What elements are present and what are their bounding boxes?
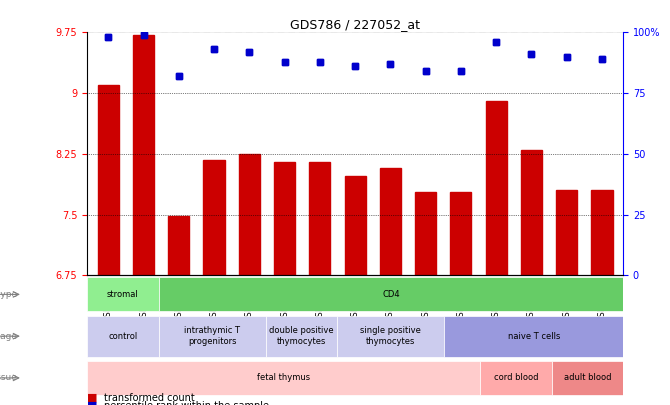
Text: transformed count: transformed count	[104, 393, 194, 403]
Bar	[274, 162, 295, 275]
Bar	[204, 160, 224, 275]
Text: ■: ■	[87, 401, 98, 405]
Text: fetal thymus: fetal thymus	[257, 373, 310, 382]
FancyBboxPatch shape	[444, 315, 623, 357]
Bar	[556, 190, 578, 275]
Text: tissue: tissue	[0, 373, 17, 382]
Bar	[310, 162, 330, 275]
Text: percentile rank within the sample: percentile rank within the sample	[104, 401, 269, 405]
Title: GDS786 / 227052_at: GDS786 / 227052_at	[290, 18, 420, 31]
Bar	[133, 35, 154, 275]
FancyBboxPatch shape	[337, 315, 444, 357]
FancyBboxPatch shape	[266, 315, 337, 357]
Bar	[380, 168, 401, 275]
FancyBboxPatch shape	[159, 315, 266, 357]
Text: single positive
thymocytes: single positive thymocytes	[360, 326, 421, 346]
FancyBboxPatch shape	[480, 361, 551, 395]
Text: naive T cells: naive T cells	[508, 332, 560, 341]
Bar	[344, 176, 366, 275]
Text: control: control	[109, 332, 137, 341]
Text: intrathymic T
progenitors: intrathymic T progenitors	[184, 326, 240, 346]
Text: CD4: CD4	[382, 290, 399, 299]
Text: adult blood: adult blood	[563, 373, 611, 382]
Text: development stage: development stage	[0, 332, 17, 341]
FancyBboxPatch shape	[87, 361, 480, 395]
FancyBboxPatch shape	[87, 277, 159, 311]
Bar	[592, 190, 612, 275]
Text: cord blood: cord blood	[494, 373, 538, 382]
Bar	[239, 154, 260, 275]
Text: double positive
thymocytes: double positive thymocytes	[269, 326, 334, 346]
FancyBboxPatch shape	[87, 315, 159, 357]
FancyBboxPatch shape	[551, 361, 623, 395]
Bar	[415, 192, 436, 275]
Bar	[521, 150, 542, 275]
FancyBboxPatch shape	[159, 277, 623, 311]
Text: ■: ■	[87, 393, 98, 403]
Bar	[98, 85, 119, 275]
Text: stromal: stromal	[107, 290, 139, 299]
Bar	[450, 192, 472, 275]
Bar	[168, 216, 190, 275]
Bar	[486, 101, 507, 275]
Text: cell type: cell type	[0, 290, 17, 299]
